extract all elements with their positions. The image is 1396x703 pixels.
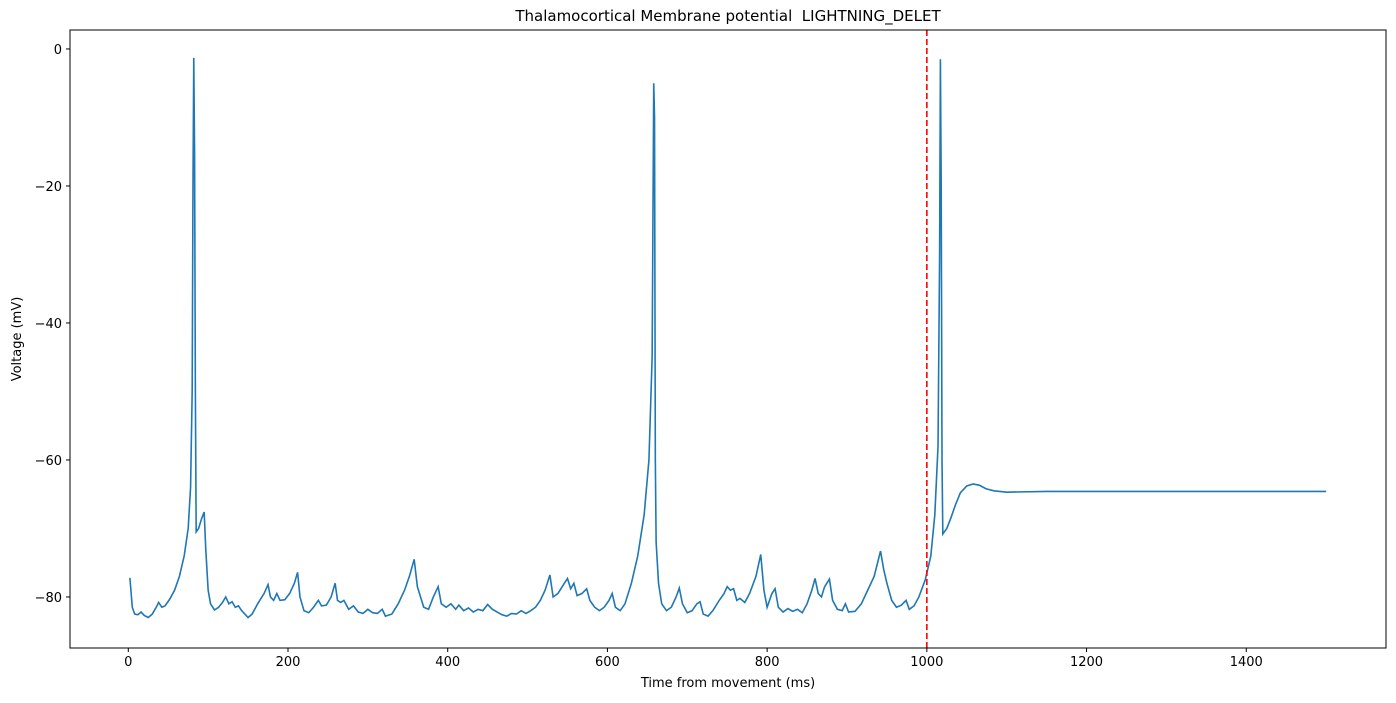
x-tick-label: 1200 bbox=[1070, 655, 1103, 670]
x-axis-label: Time from movement (ms) bbox=[640, 676, 815, 691]
chart-title: Thalamocortical Membrane potential LIGHT… bbox=[514, 7, 941, 26]
y-axis-label: Voltage (mV) bbox=[10, 297, 25, 382]
voltage-line bbox=[129, 57, 1327, 619]
x-tick-label: 800 bbox=[755, 655, 780, 670]
y-tick-label: −40 bbox=[35, 317, 62, 332]
y-tick-label: 0 bbox=[54, 43, 62, 58]
x-tick-label: 400 bbox=[435, 655, 460, 670]
x-tick-label: 0 bbox=[124, 655, 132, 670]
y-tick-label: −60 bbox=[35, 454, 62, 469]
x-tick-label: 600 bbox=[595, 655, 620, 670]
x-tick-label: 1000 bbox=[910, 655, 943, 670]
x-tick-label: 200 bbox=[276, 655, 301, 670]
y-tick-label: −80 bbox=[35, 591, 62, 606]
x-tick-label: 1400 bbox=[1230, 655, 1263, 670]
plot-frame bbox=[69, 29, 1387, 649]
y-tick-label: −20 bbox=[35, 180, 62, 195]
